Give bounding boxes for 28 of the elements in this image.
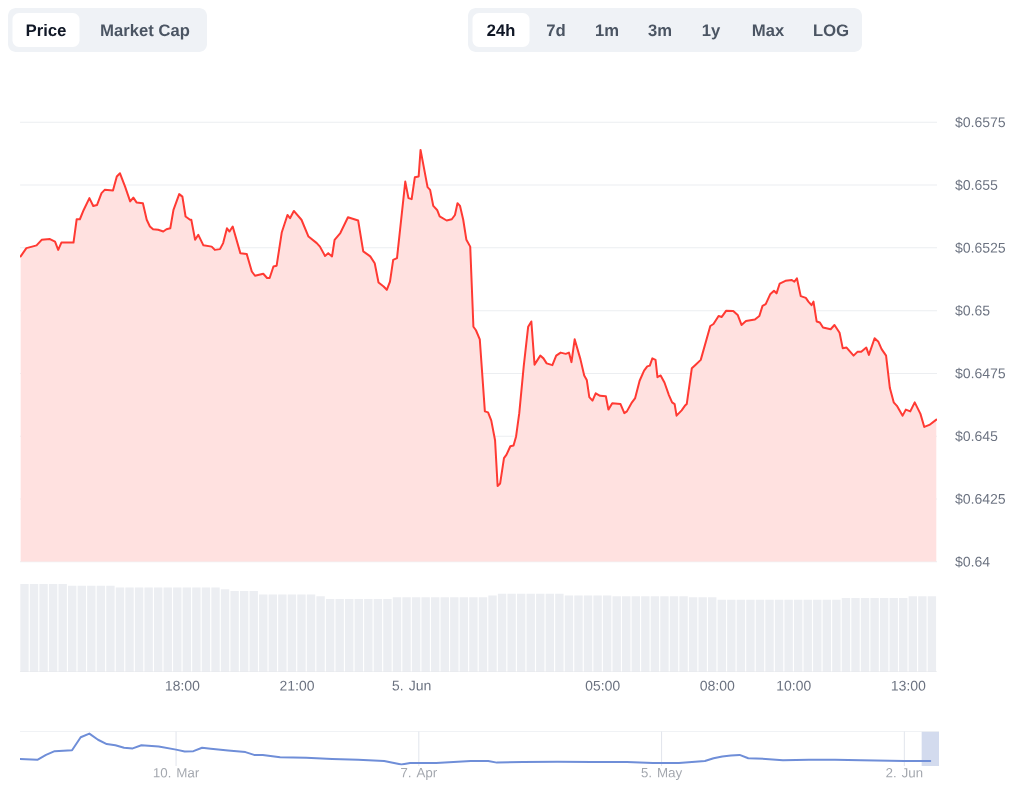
x-tick-label: 10:00 xyxy=(777,680,811,691)
x-tick-label: 18:00 xyxy=(165,680,200,691)
y-tick-label: $0.6525 xyxy=(955,242,1006,254)
x-tick-label: 5. Jun xyxy=(392,680,431,691)
x-tick-label: 10. Mar xyxy=(153,768,200,778)
y-tick-label: $0.65 xyxy=(955,305,990,317)
text: LOG xyxy=(814,24,849,37)
x-tick-label: 21:00 xyxy=(280,680,314,691)
x-tick-label: 5. May xyxy=(641,768,683,780)
y-tick-label: $0.645 xyxy=(955,430,998,442)
y-tick-label: $0.64 xyxy=(955,556,990,568)
text: 1y xyxy=(702,24,721,40)
y-tick-label: $0.6575 xyxy=(955,116,1006,128)
text: 7d xyxy=(546,23,565,37)
y-tick-label: $0.655 xyxy=(955,179,998,191)
text: Max xyxy=(752,24,785,37)
text: Price xyxy=(26,23,66,37)
x-tick-label: 2. Jun xyxy=(886,768,923,778)
x-tick-label: 05:00 xyxy=(585,680,620,691)
text: 3m xyxy=(648,24,672,37)
text: 1m xyxy=(596,24,619,36)
y-tick-label: $0.6425 xyxy=(955,493,1006,505)
x-tick-label: 13:00 xyxy=(891,680,926,691)
text: Market Cap xyxy=(101,23,190,40)
x-tick-label: 7. Apr xyxy=(401,768,437,780)
x-tick-label: 08:00 xyxy=(700,680,735,691)
y-tick-label: $0.6475 xyxy=(955,367,1006,380)
text: 24h xyxy=(487,23,515,36)
